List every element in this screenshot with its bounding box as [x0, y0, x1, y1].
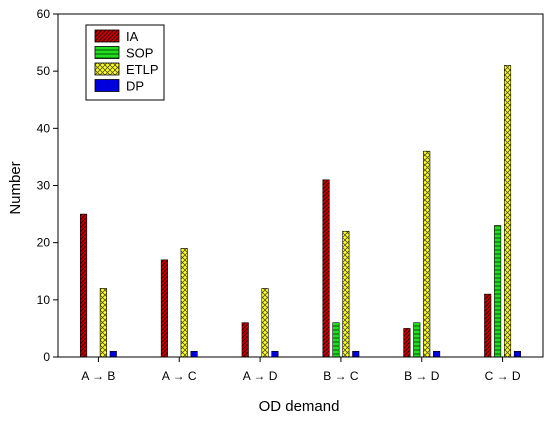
y-tick-label: 50	[37, 64, 51, 78]
bar-etlp-5	[503, 65, 512, 358]
y-tick-label: 10	[37, 293, 51, 307]
legend-swatch-sop	[94, 46, 120, 59]
bar-sop-4	[413, 322, 421, 358]
bar-ia-1	[160, 259, 168, 358]
y-tick-label: 20	[37, 236, 51, 250]
bar-ia-0	[80, 213, 88, 358]
bar-etlp-3	[342, 230, 350, 358]
x-axis-title: OD demand	[259, 398, 340, 415]
y-tick-label: 0	[43, 350, 50, 364]
bar-dp-4	[433, 350, 441, 358]
legend-swatch-ia	[94, 29, 120, 43]
bar-ia-2	[241, 322, 249, 358]
axes: 0 10 20 30 40 50 60 A → B A → C A → D B → C B → D C …	[37, 7, 544, 383]
y-tick-label: 30	[37, 179, 51, 193]
bar-etlp-0	[99, 288, 107, 358]
bar-sop-5	[494, 225, 502, 358]
bar-ia-4	[403, 328, 411, 358]
bar-dp-5	[513, 350, 521, 358]
x-tick-label: A → C	[162, 369, 197, 383]
y-tick-label: 40	[37, 121, 51, 135]
x-tick-label: A → D	[243, 369, 278, 383]
bar-dp-1	[190, 350, 198, 358]
bar-sop-3	[332, 322, 340, 358]
legend-label-ia: IA	[126, 29, 139, 44]
legend-swatch-dp	[94, 79, 120, 92]
legend-label-etlp: ETLP	[126, 62, 159, 77]
bar-etlp-1	[180, 248, 188, 358]
x-tick-label: A → B	[81, 369, 115, 383]
bar-dp-0	[109, 350, 117, 358]
legend-label-dp: DP	[126, 79, 144, 94]
bar-ia-3	[322, 179, 330, 358]
bar-dp-2	[271, 350, 279, 358]
y-tick-label: 60	[37, 7, 51, 21]
legend-label-sop: SOP	[126, 46, 153, 61]
x-tick-label: B → D	[404, 369, 440, 383]
bar-ia-5	[484, 293, 492, 358]
x-tick-label: B → C	[323, 369, 359, 383]
bars	[80, 65, 521, 358]
x-tick-label: C → D	[485, 369, 521, 383]
legend-swatch-etlp	[94, 62, 120, 76]
y-axis-title: Number	[7, 161, 24, 214]
bar-etlp-4	[423, 150, 431, 358]
bar-dp-3	[352, 350, 360, 358]
bar-etlp-2	[261, 288, 269, 358]
